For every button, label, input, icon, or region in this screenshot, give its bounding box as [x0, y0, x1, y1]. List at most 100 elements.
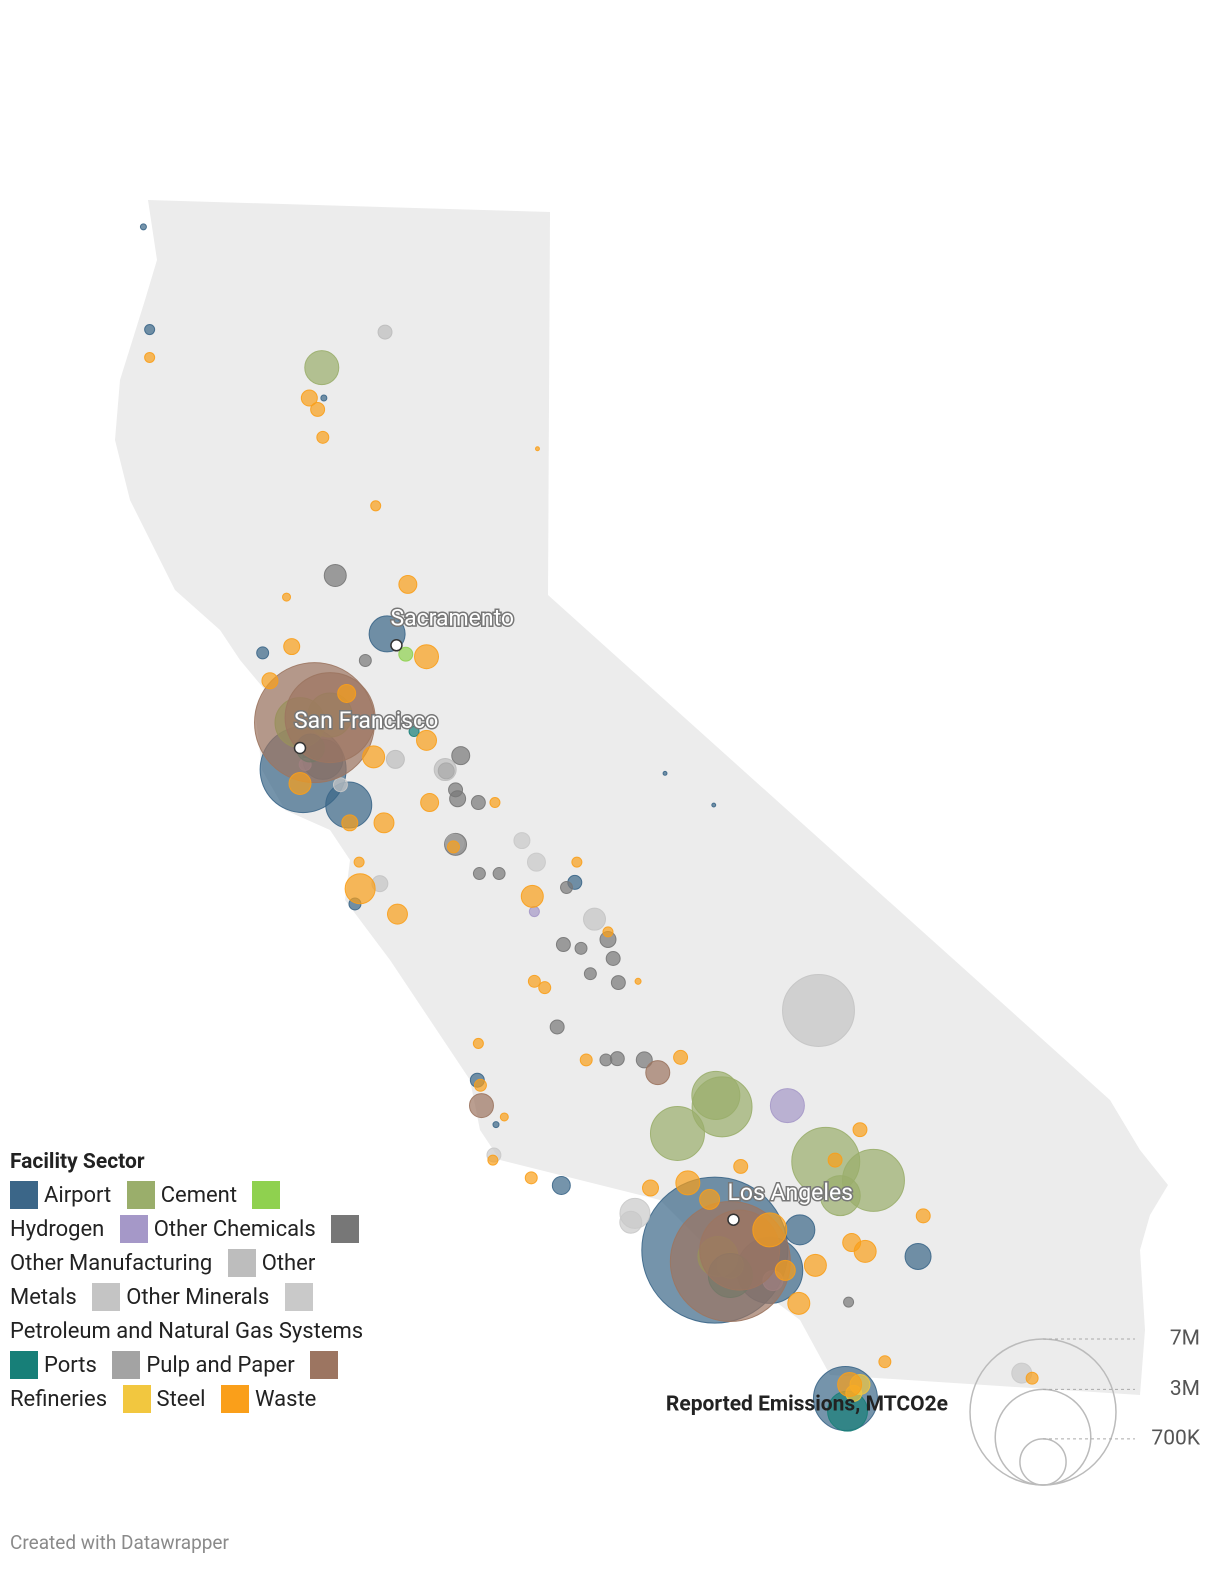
- facility-bubble: [635, 1051, 653, 1069]
- facility-bubble: [551, 1175, 571, 1195]
- facility-bubble: [344, 873, 376, 905]
- facility-bubble: [472, 1037, 484, 1049]
- facility-bubble: [492, 1121, 500, 1129]
- facility-bubble: [538, 981, 552, 995]
- facility-bubble: [782, 974, 855, 1047]
- facility-bubble: [470, 795, 486, 811]
- legend: Facility Sector Airport Cement Hydrogen …: [10, 1147, 380, 1417]
- facility-bubble: [282, 592, 292, 602]
- facility-bubble: [853, 1239, 877, 1263]
- facility-bubble: [520, 884, 544, 908]
- facility-bubble: [555, 937, 571, 953]
- legend-entry: Cement: [126, 1181, 238, 1209]
- facility-bubble: [386, 903, 408, 925]
- city-label: Los Angeles: [727, 1179, 853, 1206]
- facility-bubble: [549, 1019, 565, 1035]
- legend-swatch: [126, 1181, 155, 1209]
- legend-entry: Other Minerals: [92, 1283, 270, 1311]
- legend-label: Hydrogen: [10, 1217, 105, 1242]
- legend-swatch: [10, 1181, 38, 1209]
- legend-label: Airport: [44, 1183, 112, 1208]
- california-outline: [115, 200, 1168, 1395]
- facility-bubble: [256, 646, 270, 660]
- legend-entry: Other Metals: [10, 1249, 316, 1310]
- facility-bubble: [560, 880, 573, 894]
- facility-bubble: [699, 1188, 721, 1210]
- legend-label: Other Minerals: [126, 1285, 270, 1310]
- bubbles: [139, 223, 1039, 1432]
- legend-swatch: [331, 1215, 360, 1243]
- facility-bubble: [605, 951, 621, 966]
- facility-bubble: [446, 840, 460, 854]
- legend-label: Ports: [44, 1353, 97, 1378]
- facility-bubble: [398, 574, 418, 594]
- legend-swatch: [119, 1215, 148, 1243]
- facility-bubble: [341, 814, 359, 832]
- legend-label: Cement: [160, 1183, 238, 1208]
- facility-bubble: [358, 654, 372, 667]
- facility-bubble: [571, 856, 583, 868]
- facility-bubble: [733, 1158, 749, 1174]
- legend-entry: Pulp and Paper: [112, 1351, 295, 1379]
- size-legend: Reported Emissions, MTCO2e 7M 3M 700K: [666, 1327, 1201, 1486]
- facility-bubble: [649, 1105, 705, 1161]
- legend-label: Steel: [156, 1387, 206, 1412]
- facility-bubble: [1025, 1371, 1039, 1385]
- legend-swatch: [252, 1181, 281, 1209]
- legend-swatch: [122, 1385, 151, 1413]
- size-legend-label: 3M: [1170, 1377, 1200, 1401]
- facility-bubble: [353, 856, 365, 868]
- facility-bubble: [574, 941, 588, 955]
- city-dot: [727, 1213, 740, 1226]
- facility-bubble: [385, 749, 405, 769]
- facility-bubble: [499, 1112, 509, 1122]
- facility-bubble: [451, 746, 471, 766]
- legend-swatch: [284, 1283, 313, 1311]
- legend-entry: Airport: [10, 1181, 112, 1209]
- legend-entry: Hydrogen: [10, 1181, 286, 1242]
- footer: Created with Datawrapper: [10, 1531, 229, 1554]
- facility-bubble: [527, 974, 541, 988]
- city-dot: [293, 741, 307, 755]
- facility-bubble: [408, 726, 420, 738]
- facility-bubble: [852, 1122, 868, 1138]
- facility-bubble: [468, 1093, 494, 1119]
- facility-bubble: [583, 907, 607, 931]
- city-labels: Sacramento San Francisco Los Angeles: [293, 603, 855, 1226]
- legend-label: Other Metals: [10, 1251, 316, 1310]
- facility-bubble: [283, 638, 301, 656]
- legend-entry: Other Manufacturing: [10, 1215, 365, 1276]
- legend-label: Other Manufacturing: [10, 1251, 213, 1276]
- legend-swatch: [227, 1249, 256, 1277]
- facility-bubble: [513, 832, 531, 850]
- facility-bubble: [673, 1049, 689, 1065]
- facility-bubble: [535, 446, 540, 452]
- facility-bubble: [261, 672, 279, 690]
- facility-bubble: [784, 1214, 816, 1246]
- facility-bubble: [449, 790, 467, 808]
- facility-bubble: [320, 394, 328, 402]
- facility-bubble: [373, 812, 395, 834]
- facility-bubble: [332, 777, 348, 793]
- facility-bubble: [752, 1212, 788, 1248]
- facility-bubble: [139, 223, 147, 231]
- facility-bubble: [492, 867, 506, 881]
- facility-bubble: [619, 1210, 643, 1234]
- facility-bubble: [420, 793, 440, 813]
- facility-bubble: [377, 324, 393, 340]
- legend-entry: Steel: [122, 1385, 206, 1413]
- facility-bubble: [609, 1051, 625, 1067]
- facility-bubble: [837, 1372, 863, 1398]
- facility-bubble: [803, 1253, 827, 1277]
- facility-bubble: [662, 770, 668, 776]
- facility-bubble: [691, 1076, 753, 1138]
- legend-swatch: [92, 1283, 121, 1311]
- size-legend-label: 7M: [1170, 1327, 1200, 1351]
- legend-label: Refineries: [10, 1387, 108, 1412]
- facility-bubble: [675, 1170, 701, 1196]
- facility-bubble: [827, 1152, 843, 1168]
- city-label: San Francisco: [294, 707, 438, 734]
- legend-swatch: [310, 1351, 339, 1379]
- legend-swatch: [220, 1385, 249, 1413]
